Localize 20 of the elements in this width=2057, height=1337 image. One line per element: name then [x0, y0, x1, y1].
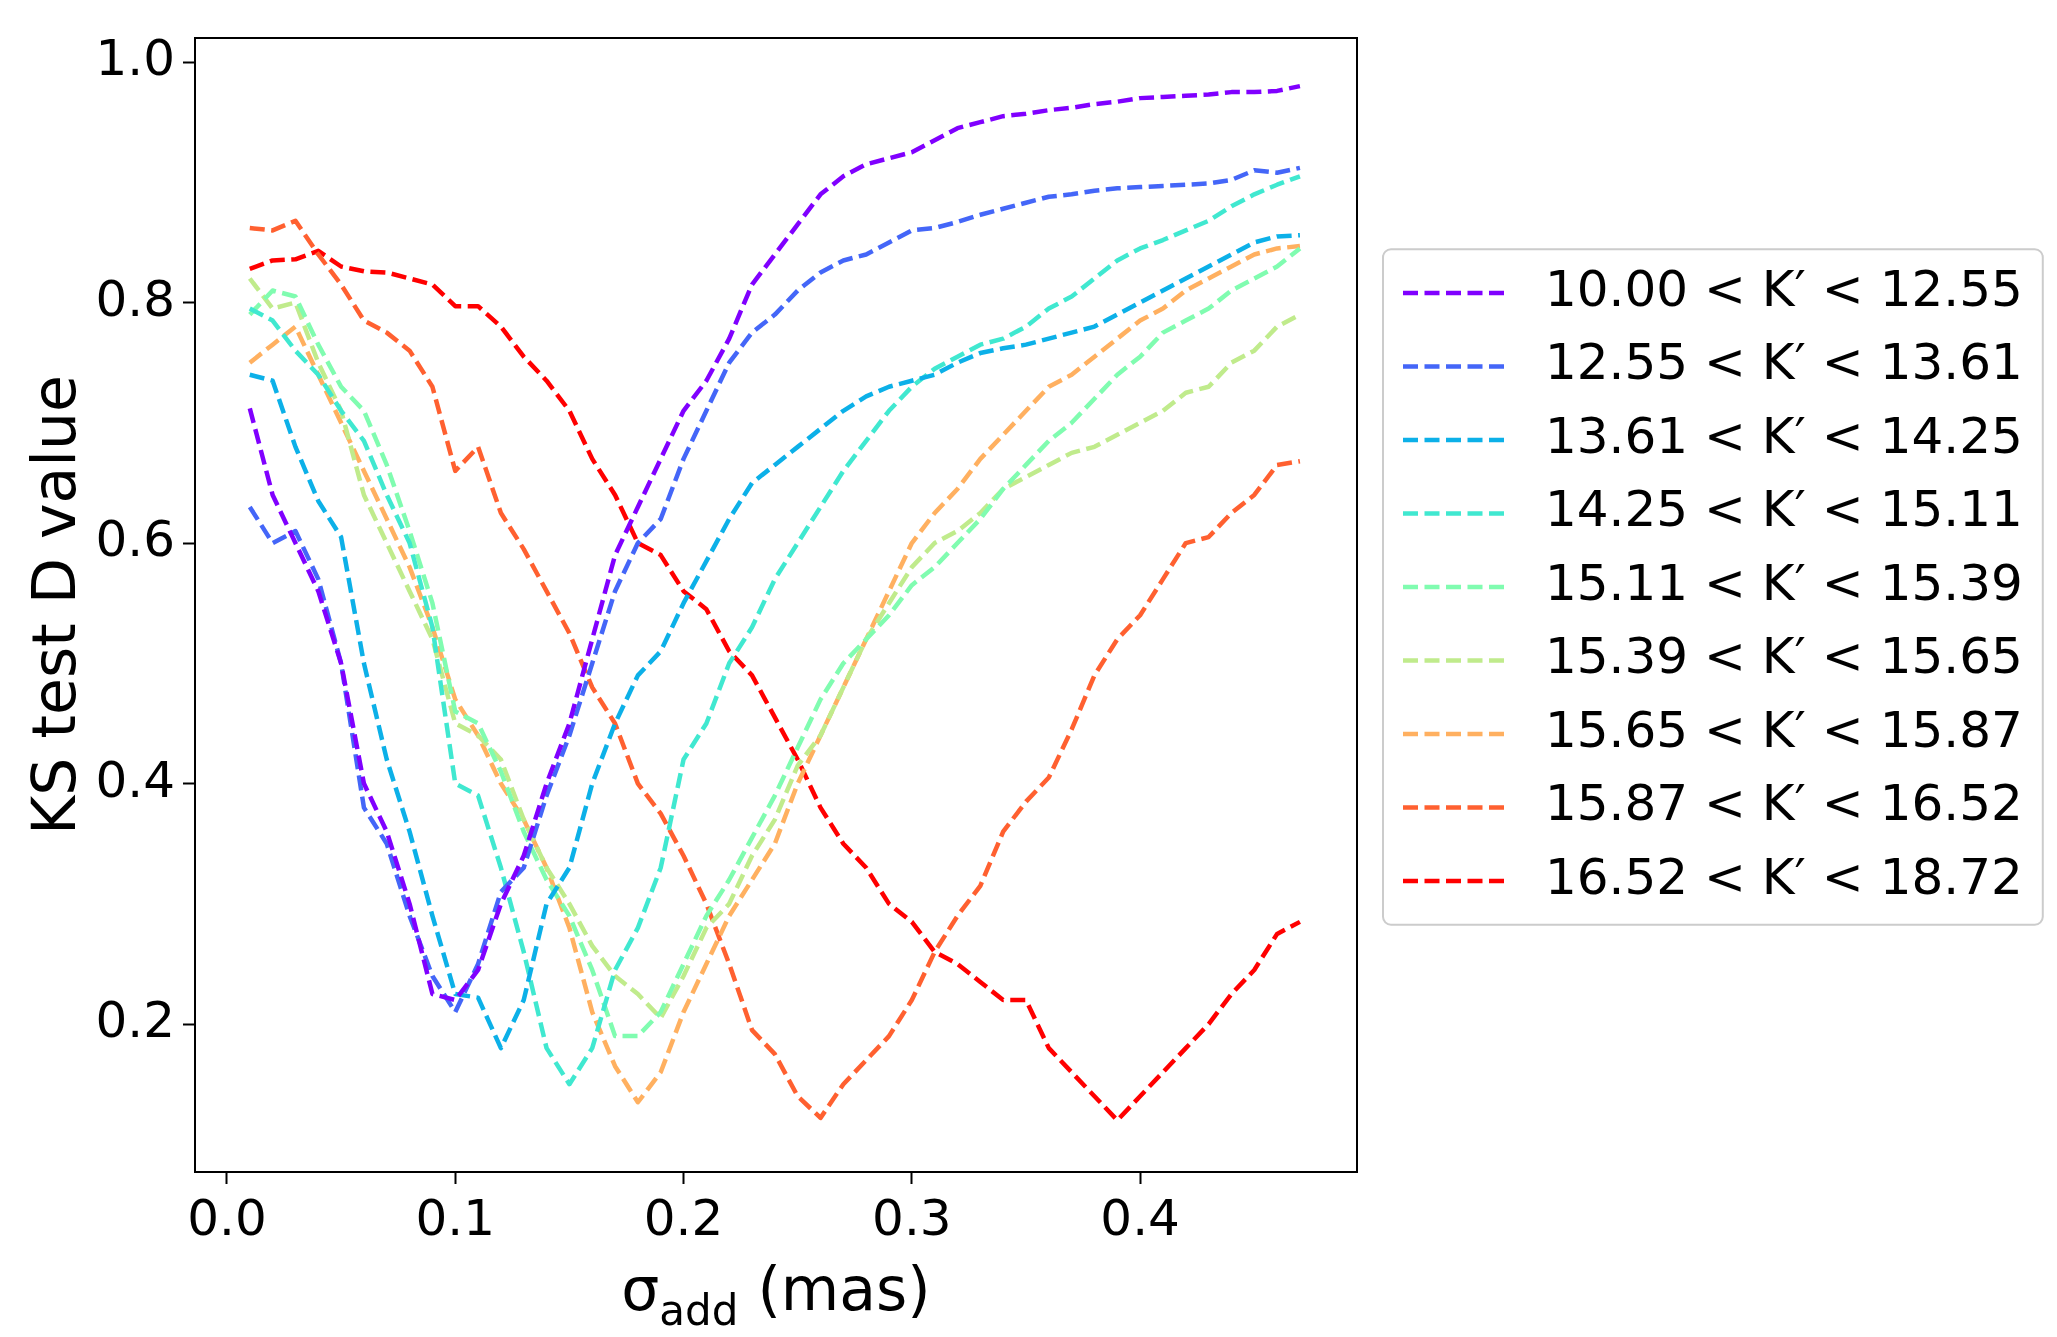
legend-label: 16.52 < K′ < 18.72 [1545, 847, 2023, 906]
y-tick-label: 1.0 [95, 29, 175, 88]
legend-label: 15.39 < K′ < 15.65 [1545, 627, 2023, 686]
legend-label: 12.55 < K′ < 13.61 [1545, 333, 2023, 392]
legend-label: 14.25 < K′ < 15.11 [1545, 480, 2023, 539]
y-tick-label: 0.4 [95, 750, 175, 809]
x-tick-label: 0.1 [415, 1188, 496, 1247]
legend-label: 15.65 < K′ < 15.87 [1545, 700, 2023, 759]
y-tick-label: 0.6 [95, 510, 175, 569]
legend-label: 10.00 < K′ < 12.55 [1545, 259, 2023, 318]
legend-label: 15.11 < K′ < 15.39 [1545, 553, 2023, 612]
y-tick-label: 0.2 [95, 991, 175, 1050]
legend-label: 13.61 < K′ < 14.25 [1545, 406, 2023, 465]
x-tick-label: 0.0 [187, 1188, 267, 1247]
y-tick-label: 0.8 [95, 269, 175, 328]
x-tick-label: 0.2 [643, 1188, 724, 1247]
y-axis-title: KS test D value [19, 375, 89, 835]
x-tick-label: 0.3 [872, 1188, 952, 1247]
legend-label: 15.87 < K′ < 16.52 [1545, 774, 2023, 833]
x-tick-label: 0.4 [1100, 1188, 1180, 1247]
